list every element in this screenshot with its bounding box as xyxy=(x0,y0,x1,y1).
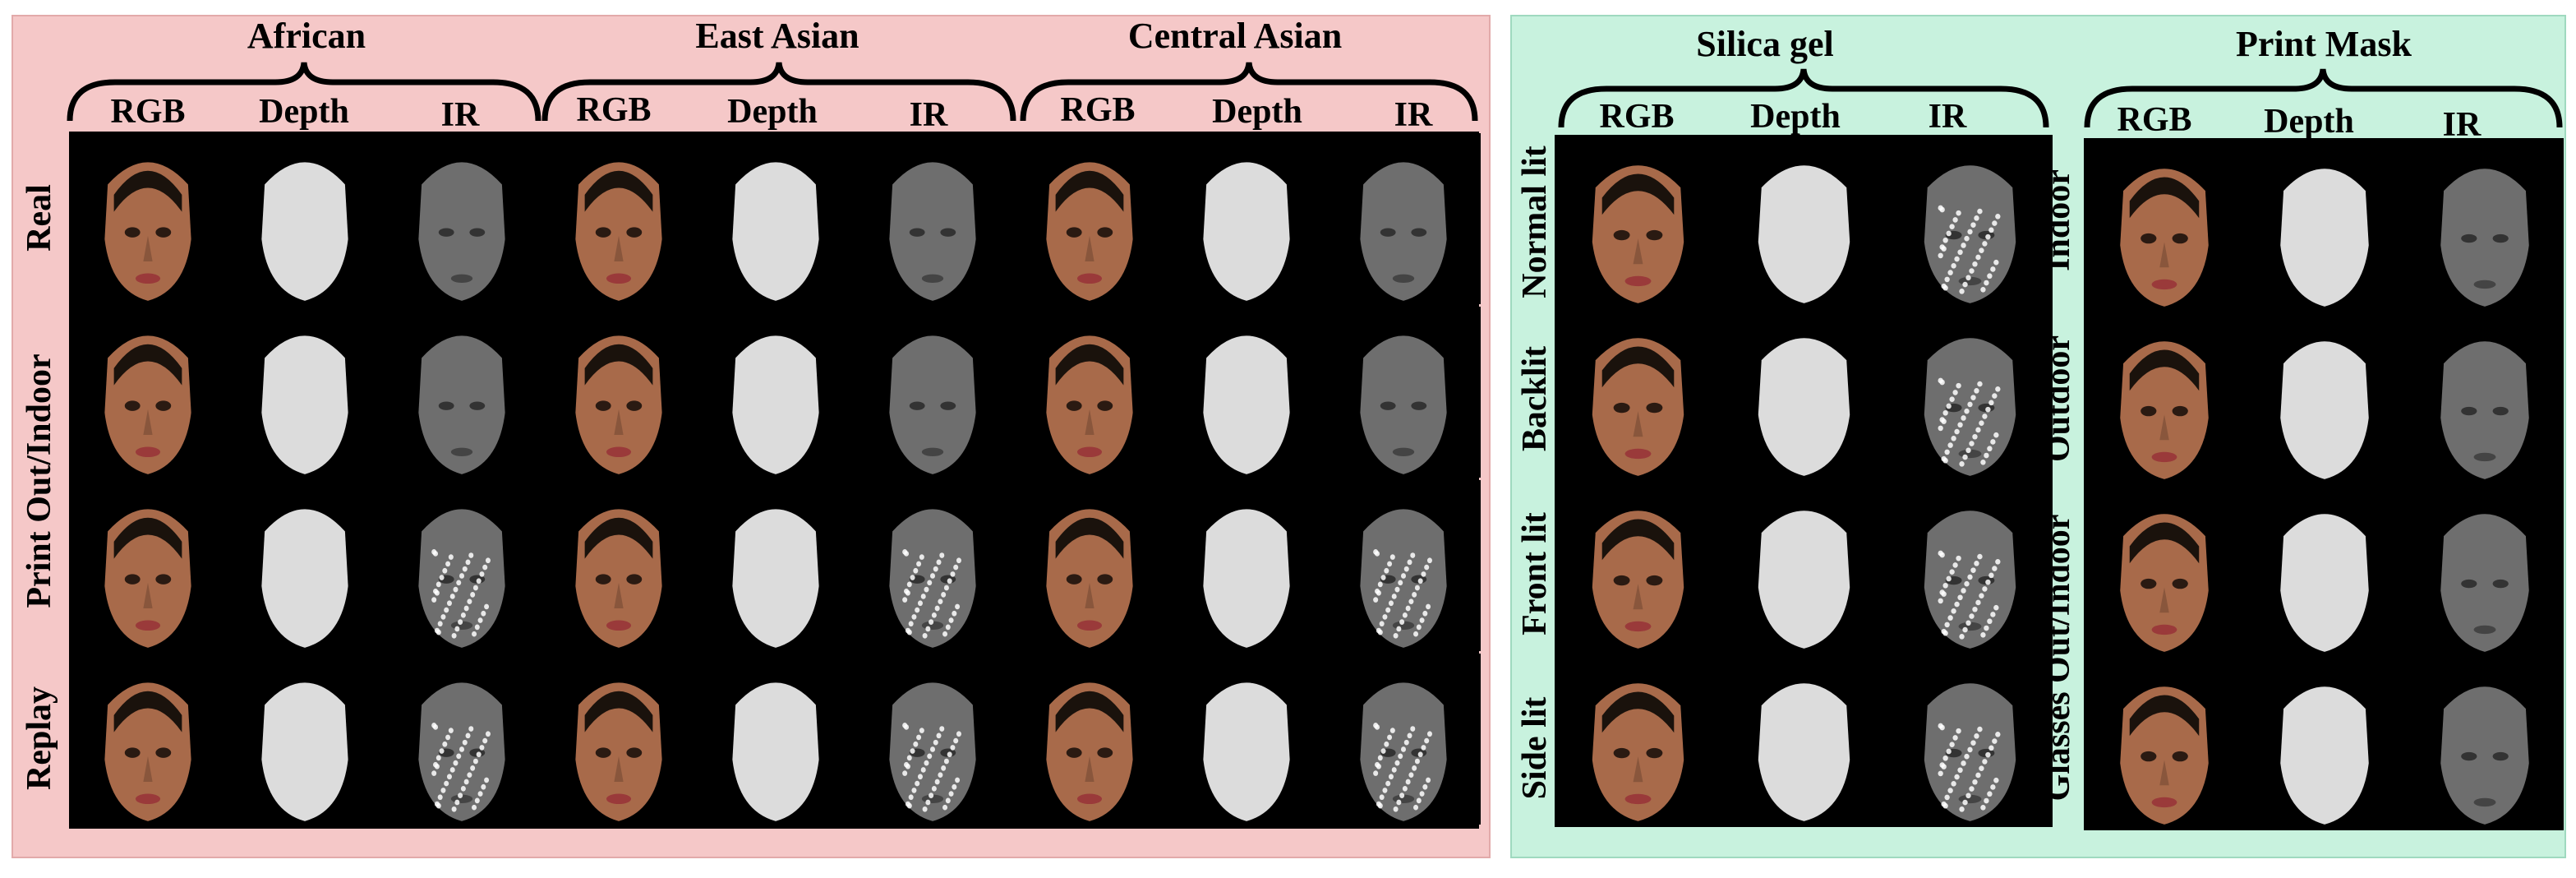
print-mask-face-image xyxy=(2085,312,2243,483)
col-label-rgb: RGB xyxy=(1599,98,1675,136)
left-face-image xyxy=(698,133,853,304)
col-label-rgb: RGB xyxy=(110,93,186,131)
brace-print-mask xyxy=(2084,68,2563,128)
left-face-image xyxy=(1169,307,1324,478)
silica-face-image xyxy=(1888,309,2052,479)
left-face-image xyxy=(1326,133,1481,304)
col-label-depth: Depth xyxy=(1750,98,1841,136)
left-face-image xyxy=(1169,654,1324,825)
left-face-image xyxy=(228,133,382,304)
col-label-depth: Depth xyxy=(259,93,349,131)
left-face-image xyxy=(541,307,696,478)
left-face-image xyxy=(1012,654,1167,825)
left-face-image xyxy=(1326,480,1481,651)
print-mask-face-image xyxy=(2406,140,2564,310)
col-label-rgb: RGB xyxy=(2117,101,2192,139)
left-face-image xyxy=(385,480,539,651)
col-label-ir: IR xyxy=(909,96,948,134)
print-mask-face-image xyxy=(2406,485,2564,655)
left-face-image xyxy=(1169,133,1324,304)
silica-face-image xyxy=(1722,309,1886,479)
brace-african xyxy=(67,62,541,122)
col-label-depth: Depth xyxy=(1212,93,1302,131)
left-face-image xyxy=(855,307,1010,478)
left-face-image xyxy=(541,654,696,825)
row-label-side-lit: Side lit xyxy=(1516,696,1554,800)
print-mask-face-image xyxy=(2406,312,2564,483)
print-mask-face-image xyxy=(2246,485,2403,655)
left-face-image xyxy=(698,654,853,825)
left-face-image xyxy=(228,654,382,825)
silica-face-image xyxy=(1888,654,2052,825)
print-mask-face-image xyxy=(2085,140,2243,310)
left-face-image xyxy=(385,133,539,304)
print-mask-face-image xyxy=(2246,658,2403,828)
left-face-image xyxy=(385,654,539,825)
col-label-ir: IR xyxy=(2442,106,2482,144)
left-face-image xyxy=(855,480,1010,651)
left-face-image xyxy=(71,307,225,478)
silica-face-image xyxy=(1556,309,1720,479)
left-face-image xyxy=(698,307,853,478)
silica-face-image xyxy=(1888,482,2052,652)
left-face-image xyxy=(1012,307,1167,478)
col-label-rgb: RGB xyxy=(1060,91,1136,129)
group-title-east-asian: East Asian xyxy=(695,16,859,56)
row-label-front-lit: Front lit xyxy=(1516,512,1554,635)
silica-face-image xyxy=(1556,482,1720,652)
left-face-image xyxy=(541,480,696,651)
left-face-image xyxy=(228,307,382,478)
left-face-image xyxy=(855,133,1010,304)
left-face-image xyxy=(385,307,539,478)
silica-face-image xyxy=(1722,654,1886,825)
left-face-image xyxy=(855,654,1010,825)
col-label-ir: IR xyxy=(1394,96,1433,134)
left-face-image xyxy=(1326,654,1481,825)
left-face-image xyxy=(71,133,225,304)
left-face-image xyxy=(541,133,696,304)
brace-silica-gel xyxy=(1558,68,2049,128)
left-face-image xyxy=(1169,480,1324,651)
col-label-ir: IR xyxy=(1928,98,1967,136)
print-mask-face-image xyxy=(2085,485,2243,655)
row-label-real: Real xyxy=(21,184,58,252)
silica-face-image xyxy=(1722,136,1886,307)
row-label-print-out-indoor: Print Out/Indoor xyxy=(21,354,58,608)
left-face-image xyxy=(1326,307,1481,478)
print-mask-face-image xyxy=(2406,658,2564,828)
row-label-backlit: Backlit xyxy=(1516,345,1554,452)
row-label-replay: Replay xyxy=(21,686,58,790)
print-mask-face-image xyxy=(2246,140,2403,310)
brace-east-asian xyxy=(541,62,1016,122)
silica-face-image xyxy=(1722,482,1886,652)
left-face-image xyxy=(71,654,225,825)
silica-face-image xyxy=(1556,654,1720,825)
print-mask-face-image xyxy=(2246,312,2403,483)
print-mask-face-image xyxy=(2085,658,2243,828)
left-face-image xyxy=(1012,480,1167,651)
silica-face-image xyxy=(1888,136,2052,307)
left-face-image xyxy=(71,480,225,651)
left-face-image xyxy=(698,480,853,651)
group-title-silica-gel: Silica gel xyxy=(1696,24,1834,64)
col-label-depth: Depth xyxy=(727,93,818,131)
left-face-image xyxy=(1012,133,1167,304)
brace-central-asian xyxy=(1020,62,1478,122)
group-title-print-mask: Print Mask xyxy=(2236,24,2412,64)
left-face-image xyxy=(228,480,382,651)
col-label-rgb: RGB xyxy=(576,91,652,129)
col-label-ir: IR xyxy=(440,96,480,134)
col-label-depth: Depth xyxy=(2264,103,2354,141)
group-title-central-asian: Central Asian xyxy=(1127,16,1343,56)
row-label-normal-lit: Normal lit xyxy=(1516,146,1554,298)
silica-face-image xyxy=(1556,136,1720,307)
group-title-african: African xyxy=(247,16,366,56)
